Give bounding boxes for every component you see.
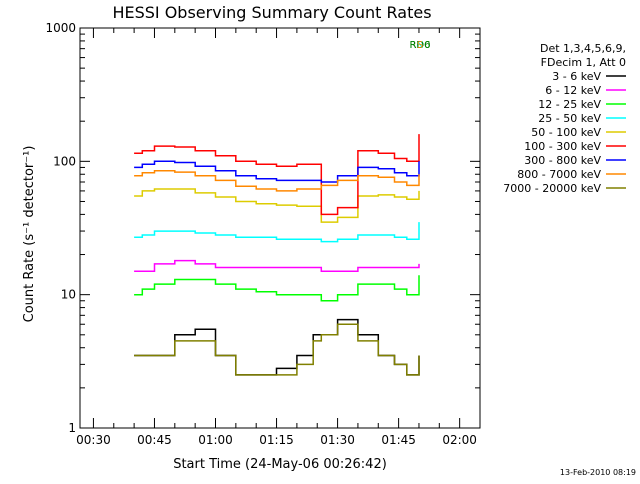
series-line — [134, 222, 420, 243]
legend-header: Det 1,3,4,5,6,9, FDecim 1, Att 0 — [540, 42, 626, 69]
legend-header-line-1: Det 1,3,4,5,6,9, — [540, 42, 626, 55]
annotation-label: RD6 — [409, 40, 430, 51]
x-tick-label: 00:45 — [137, 433, 172, 447]
legend-entry-label: 50 - 100 keV — [531, 126, 601, 139]
series-line — [134, 275, 420, 302]
series-line — [134, 188, 420, 223]
annotation-label: N — [416, 40, 423, 51]
y-tick-label: 1 — [68, 421, 76, 435]
annotation-label: S — [417, 40, 423, 51]
legend-header-line-2: FDecim 1, Att 0 — [541, 56, 626, 69]
x-tick-label: 00:30 — [76, 433, 111, 447]
series-line — [134, 134, 420, 216]
y-tick-label: 10 — [61, 288, 76, 302]
y-tick-label: 100 — [53, 154, 76, 168]
x-tick-label: 01:30 — [320, 433, 355, 447]
plot-area: 1 10 100 1000 00:30 00:45 01:00 01:15 01:30 01:45… — [45, 21, 481, 447]
x-tick-label: 01:45 — [381, 433, 416, 447]
x-axis-label: Start Time (24-May-06 00:26:42) — [173, 457, 387, 472]
series-line — [134, 160, 420, 183]
chart-title: HESSI Observing Summary Count Rates — [112, 3, 431, 22]
legend-entry-label: 3 - 6 keV — [552, 70, 601, 83]
annotation-label: RD0 — [409, 40, 430, 51]
legend-entry-label: 800 - 7000 keV — [517, 168, 601, 181]
legend-entry-label: 100 - 300 keV — [524, 140, 601, 153]
plot-frame — [79, 27, 481, 429]
y-tick-label: 1000 — [45, 21, 76, 35]
legend-entry-label: 300 - 800 keV — [524, 154, 601, 167]
legend-entry-label: 25 - 50 keV — [538, 112, 601, 125]
series-line — [134, 169, 420, 192]
x-tick-label: 01:00 — [198, 433, 233, 447]
legend-entry-label: 6 - 12 keV — [545, 84, 601, 97]
series-line — [134, 259, 420, 272]
legend-entry-label: 7000 - 20000 keV — [503, 182, 601, 195]
x-tick-label: 02:00 — [442, 433, 477, 447]
y-axis-label: Count Rate (s⁻¹ detector⁻¹) — [22, 146, 37, 323]
legend-entry-label: 12 - 25 keV — [538, 98, 601, 111]
x-tick-label: 01:15 — [259, 433, 294, 447]
footer-timestamp: 13-Feb-2010 08:19 — [560, 468, 636, 477]
series-line — [134, 323, 420, 376]
